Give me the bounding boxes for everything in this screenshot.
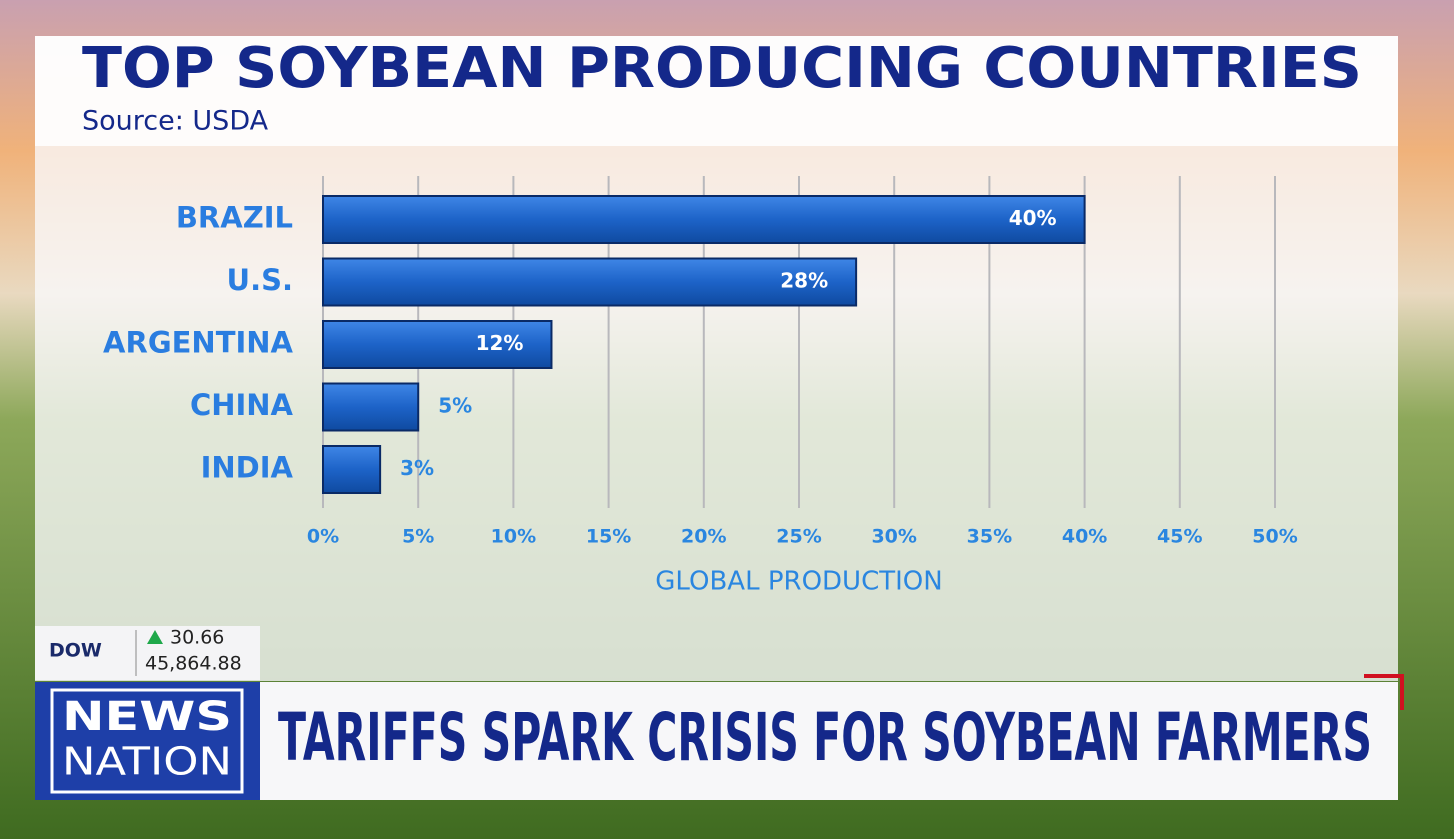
bar xyxy=(322,382,420,432)
chart-title: TOP SOYBEAN PRODUCING COUNTRIES xyxy=(82,36,1362,101)
value-label: 28% xyxy=(780,269,828,293)
ticker-value: 45,864.88 xyxy=(145,653,242,675)
chart-subtitle: Source: USDA xyxy=(82,106,269,137)
value-label: 40% xyxy=(1009,206,1057,230)
category-label: INDIA xyxy=(201,451,294,485)
x-tick-label: 40% xyxy=(1062,526,1107,548)
ticker-change: 30.66 xyxy=(170,627,224,649)
x-tick-label: 30% xyxy=(871,526,916,548)
logo-line1: NEWS xyxy=(62,694,232,740)
headline-bar xyxy=(260,682,1398,800)
logo-frame xyxy=(50,688,244,794)
value-label: 3% xyxy=(400,456,434,480)
title-bar xyxy=(35,36,1398,146)
bar xyxy=(322,445,382,494)
bar xyxy=(322,257,858,307)
category-label: ARGENTINA xyxy=(103,326,294,360)
bar xyxy=(322,320,553,369)
ticker-box xyxy=(35,626,260,680)
x-axis-label: GLOBAL PRODUCTION xyxy=(655,567,942,597)
x-tick-label: 25% xyxy=(776,526,821,548)
category-label: BRAZIL xyxy=(176,201,293,235)
x-tick-label: 5% xyxy=(402,526,434,548)
x-tick-label: 45% xyxy=(1157,526,1202,548)
up-arrow xyxy=(147,630,163,644)
logo-line2: NATION xyxy=(62,740,232,784)
ticker-label: DOW xyxy=(49,640,102,662)
category-label: U.S. xyxy=(227,263,293,297)
category-label: CHINA xyxy=(190,388,294,422)
x-tick-label: 50% xyxy=(1252,526,1297,548)
x-tick-label: 0% xyxy=(307,526,339,548)
headline: TARIFFS SPARK CRISIS FOR SOYBEAN FARMERS xyxy=(278,699,1372,776)
x-tick-label: 10% xyxy=(491,526,536,548)
bar xyxy=(322,195,1086,244)
corner-accent xyxy=(1364,674,1404,710)
plot: 0% 5% 10% 15% 20% 25% 30% 35% 40% 45% 50% BRAZIL 40%… xyxy=(103,176,1298,548)
x-tick-label: 35% xyxy=(967,526,1012,548)
value-label: 12% xyxy=(476,331,524,355)
x-tick-label: 20% xyxy=(681,526,726,548)
logo-box xyxy=(35,682,260,800)
value-label: 5% xyxy=(438,394,472,418)
x-tick-label: 15% xyxy=(586,526,631,548)
